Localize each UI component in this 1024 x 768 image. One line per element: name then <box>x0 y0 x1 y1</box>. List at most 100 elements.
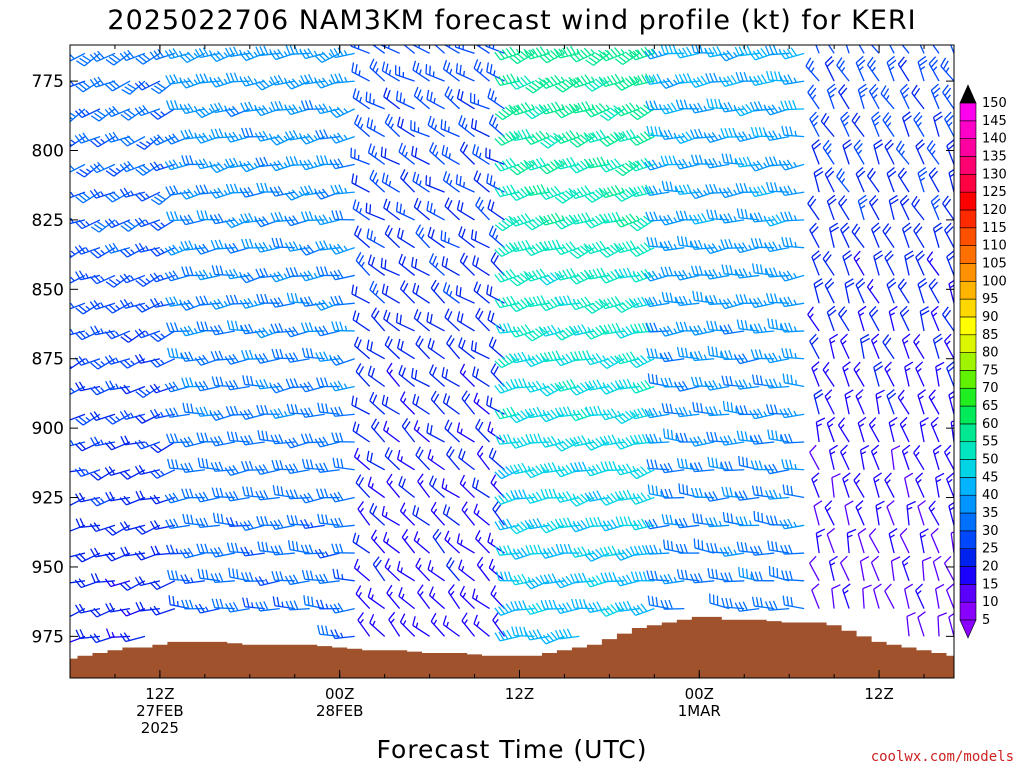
wind-barb <box>836 57 850 82</box>
wind-barb <box>707 345 730 360</box>
wind-barb <box>734 490 760 501</box>
wind-barb <box>779 407 805 419</box>
wind-barb <box>719 298 745 310</box>
wind-barb <box>937 612 948 637</box>
wind-barb <box>828 555 838 581</box>
wind-barb <box>119 580 146 591</box>
wind-barb <box>942 306 954 332</box>
wind-barb <box>487 88 505 110</box>
wind-barb <box>488 114 505 138</box>
wind-barb <box>90 573 115 584</box>
wind-barb <box>225 601 250 613</box>
wind-barb <box>331 210 355 221</box>
colorbar-swatch <box>959 298 977 318</box>
wind-barb <box>736 541 760 554</box>
wind-barb <box>646 570 670 582</box>
wind-barb <box>813 167 824 193</box>
wind-barb <box>119 632 146 643</box>
wind-barb <box>226 542 250 554</box>
wind-barb <box>396 449 415 471</box>
wind-barb <box>257 541 280 554</box>
wind-barb <box>284 241 310 252</box>
wind-barb <box>329 491 355 503</box>
wind-barb <box>822 139 835 165</box>
wind-barb <box>434 45 446 54</box>
wind-barb <box>765 515 790 526</box>
wind-barb <box>948 279 954 304</box>
wind-barb <box>381 283 400 304</box>
wind-barb <box>780 100 805 111</box>
wind-barb <box>599 47 625 62</box>
wind-barb <box>412 393 430 415</box>
wind-barb <box>473 503 490 526</box>
wind-barb <box>826 83 837 110</box>
wind-barb <box>194 47 220 59</box>
wind-barb <box>813 278 824 304</box>
wind-barb <box>904 472 914 498</box>
wind-barb <box>539 239 565 252</box>
wind-barb <box>370 418 386 443</box>
wind-barb <box>692 513 715 526</box>
wind-barb <box>442 504 460 526</box>
wind-barb <box>570 572 595 584</box>
wind-barb <box>932 333 943 359</box>
wind-barb <box>524 215 550 231</box>
wind-barb <box>399 613 416 637</box>
wind-barb <box>599 604 625 617</box>
wind-barb <box>599 296 625 310</box>
wind-barb <box>470 340 490 360</box>
wind-barb <box>398 475 416 499</box>
wind-barb <box>70 580 71 582</box>
colorbar-label: 20 <box>982 560 999 575</box>
wind-barb <box>70 53 71 55</box>
wind-barb <box>644 185 670 197</box>
wind-barb <box>352 199 371 221</box>
wind-barb <box>811 583 820 609</box>
wind-barb <box>749 408 775 420</box>
wind-barb <box>719 74 745 87</box>
wind-barb <box>614 102 640 117</box>
wind-barb <box>180 574 205 585</box>
wind-barb <box>367 254 386 276</box>
wind-barb <box>196 543 220 554</box>
wind-barb <box>779 159 805 171</box>
wind-barb <box>89 188 116 199</box>
wind-barb <box>659 214 685 226</box>
wind-barb <box>329 354 355 366</box>
wind-barb <box>554 130 580 145</box>
wind-barb <box>674 73 700 84</box>
colorbar-swatch <box>959 191 977 211</box>
x-tick-label: 27FEB <box>136 702 183 720</box>
wind-barb <box>781 348 805 360</box>
wind-barb <box>456 311 475 332</box>
wind-barb <box>807 195 820 221</box>
wind-barb <box>272 485 295 499</box>
wind-barb <box>901 444 911 470</box>
wind-barb <box>509 324 535 338</box>
wind-barb <box>366 117 385 138</box>
wind-barb <box>442 171 460 193</box>
wind-barb <box>614 186 640 202</box>
wind-barb <box>430 279 446 304</box>
wind-barb <box>539 462 565 474</box>
wind-barb <box>901 111 912 137</box>
wind-barb <box>866 278 880 304</box>
wind-barb <box>494 46 521 61</box>
x-tick-label: 1MAR <box>678 702 721 720</box>
wind-barb <box>630 571 655 582</box>
wind-barb <box>706 98 730 110</box>
wind-barb <box>826 527 836 554</box>
wind-barb <box>884 250 895 276</box>
wind-barb <box>136 136 161 150</box>
wind-barb <box>89 496 116 507</box>
wind-barb <box>164 270 191 282</box>
wind-barb <box>179 325 206 337</box>
wind-barb <box>105 191 131 203</box>
wind-barb <box>782 595 805 610</box>
wind-barb <box>539 573 565 585</box>
wind-barb <box>104 578 131 588</box>
wind-barb <box>89 299 116 310</box>
wind-barb <box>494 406 520 420</box>
wind-barb <box>689 128 715 139</box>
wind-barb <box>930 194 941 221</box>
